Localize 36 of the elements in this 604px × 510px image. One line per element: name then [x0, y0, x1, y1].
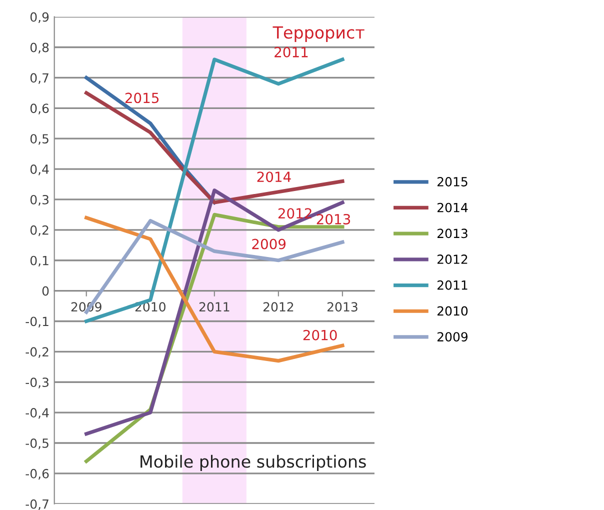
y-tick-label: -0,5	[26, 438, 48, 450]
legend-label: 2014	[438, 202, 468, 212]
legend-label: 2011	[438, 280, 468, 290]
y-tick-label: -0,2	[26, 347, 48, 358]
annotation: Mobile phone subscriptions	[140, 454, 366, 472]
y-tick-label: 0,8	[30, 42, 49, 54]
y-tick-label: 0,3	[30, 194, 48, 206]
annotation: 2013	[316, 214, 350, 224]
x-tick-label: 2012	[263, 302, 294, 312]
x-tick-label: 2013	[327, 302, 358, 312]
y-tick-label: -0,1	[26, 316, 48, 328]
legend-label: 2013	[438, 228, 468, 238]
legend-label: 2009	[438, 332, 468, 342]
annotation: 2010	[303, 330, 337, 340]
annotation: 2015	[125, 92, 159, 104]
y-tick-label: -0,6	[26, 468, 49, 480]
legend-label: 2012	[438, 254, 468, 264]
y-tick-label: 0,6	[30, 104, 49, 114]
annotation: 2011	[274, 46, 308, 58]
y-tick-label: -0,3	[26, 378, 48, 388]
y-tick-label: 0,4	[30, 164, 49, 176]
y-tick-label: 0	[42, 286, 49, 296]
y-tick-label: 0,9	[30, 12, 49, 24]
y-tick-label: 0,1	[30, 256, 48, 267]
legend-label: 2015	[438, 176, 468, 186]
annotation: 2009	[252, 238, 286, 250]
y-tick-label: -0,4	[26, 408, 49, 419]
annotation: 2014	[257, 172, 291, 182]
x-tick-label: 2011	[199, 302, 230, 312]
annotation: 2012	[278, 208, 312, 219]
y-tick-label: 0,5	[30, 134, 48, 145]
annotation: Террорист	[272, 26, 364, 42]
y-tick-label: -0,7	[26, 499, 48, 510]
line-series	[84, 91, 344, 204]
y-tick-label: 0,7	[30, 73, 48, 84]
y-tick-label: 0,2	[30, 225, 48, 236]
